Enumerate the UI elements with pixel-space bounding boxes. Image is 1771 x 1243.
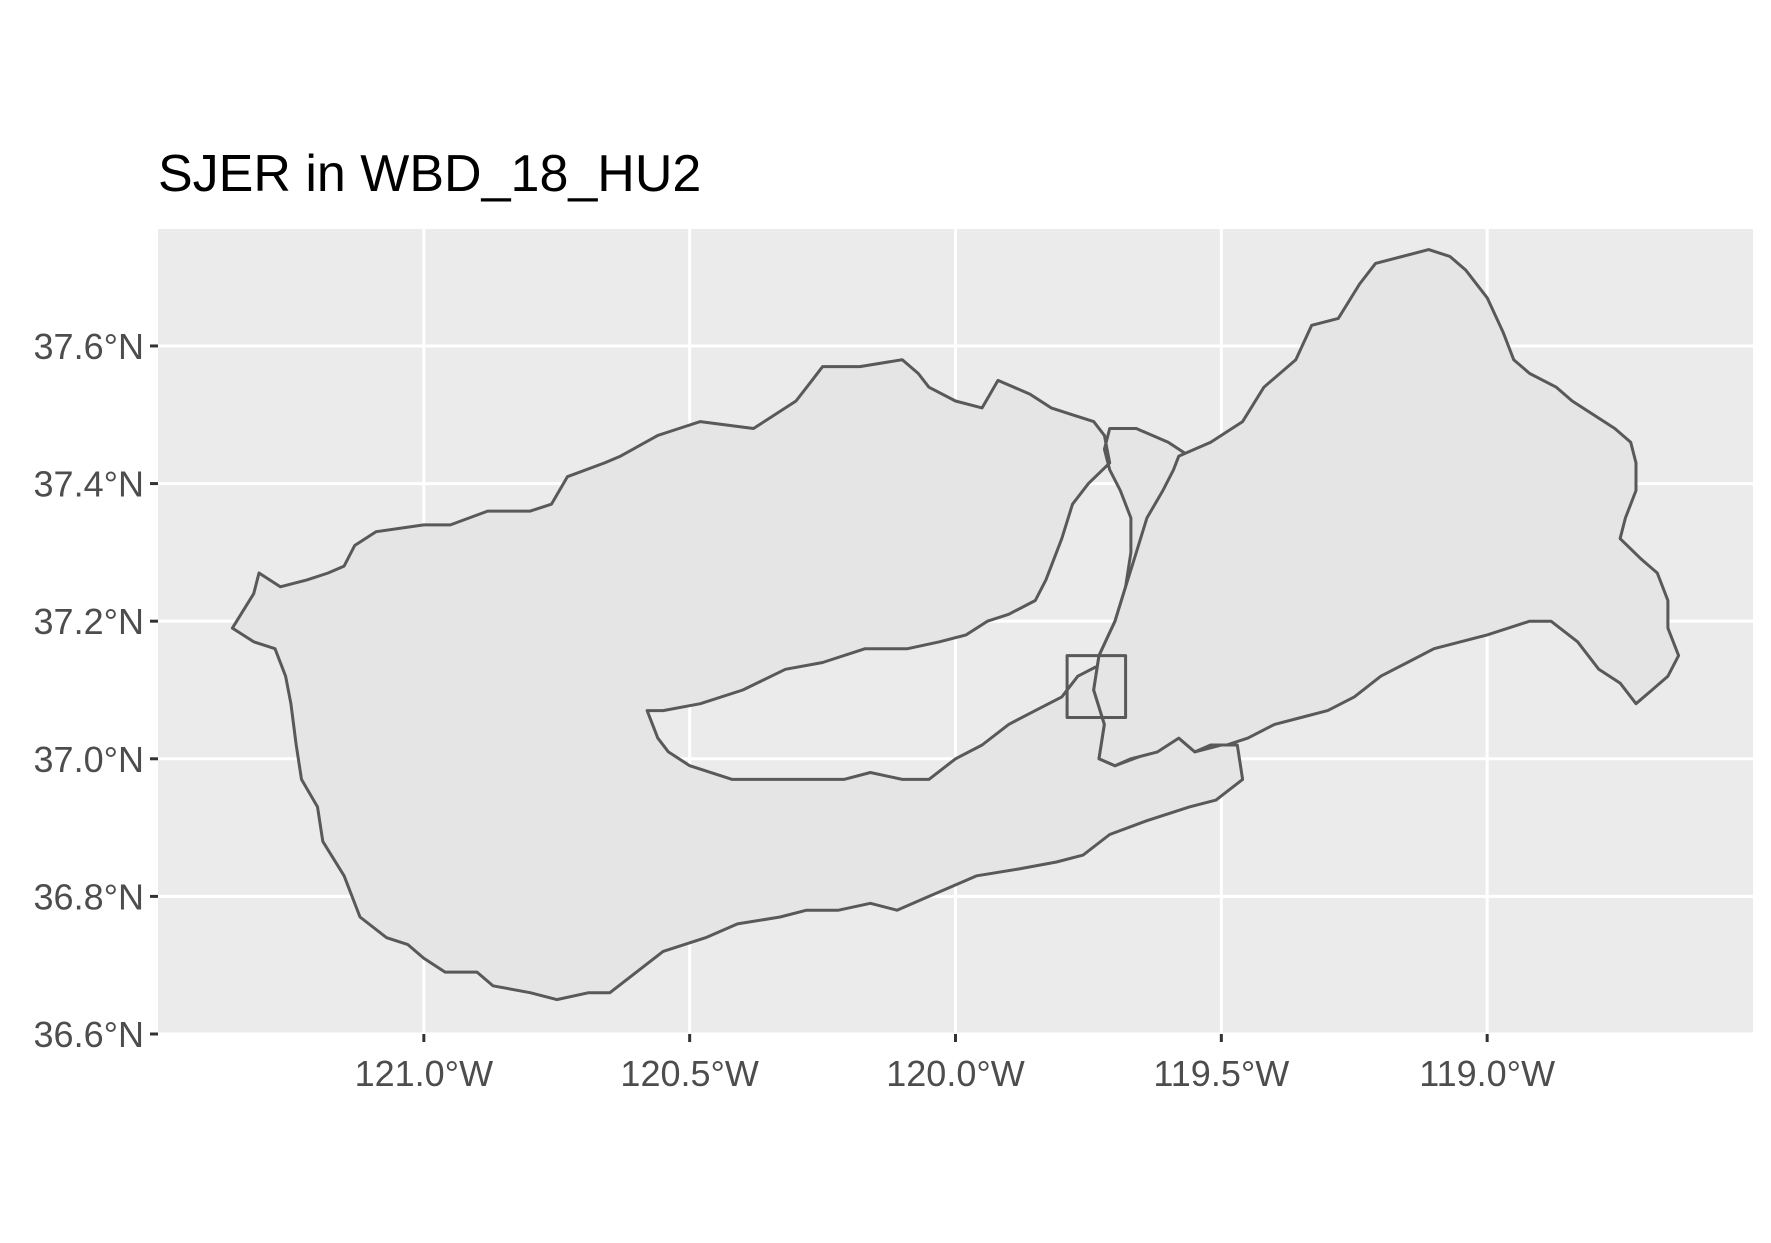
y-tick-label-1: 37.4°N [34, 464, 144, 505]
y-tick-label-5: 36.6°N [34, 1014, 144, 1055]
y-tick-label-0: 37.6°N [34, 326, 144, 367]
map-layers [230, 248, 1681, 1002]
x-tick-label-3: 119.5°W [1153, 1053, 1289, 1094]
sjer-site-box [1065, 654, 1128, 719]
axes: 121.0°W 120.5°W 120.0°W 119.5°W 119.0°W 37.6°… [34, 326, 1556, 1094]
x-tick-label-2: 120.0°W [886, 1053, 1024, 1094]
watershed-east [1092, 248, 1681, 768]
x-tick-label-4: 119.0°W [1419, 1053, 1555, 1094]
x-tick-label-1: 120.5°W [620, 1053, 758, 1094]
y-tick-label-4: 36.8°N [34, 876, 144, 917]
watershed-west [230, 358, 1245, 1002]
y-tick-label-3: 37.0°N [34, 739, 144, 780]
chart-title: SJER in WBD_18_HU2 [158, 145, 701, 203]
y-tick-label-2: 37.2°N [34, 601, 144, 642]
x-tick-label-0: 121.0°W [355, 1053, 493, 1094]
